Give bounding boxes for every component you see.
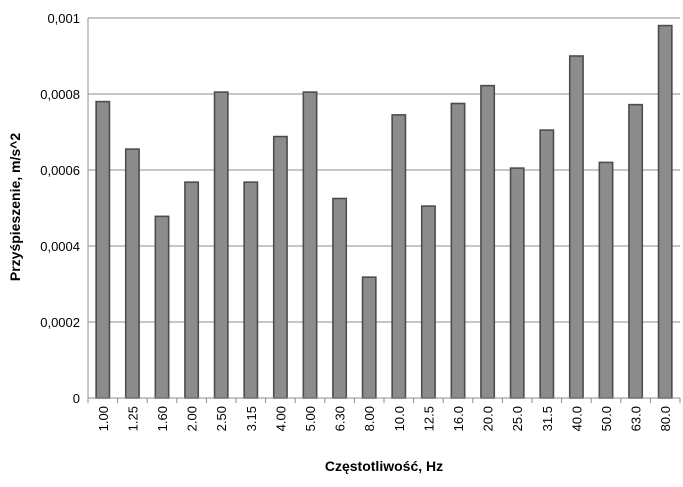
bar (598, 161, 614, 399)
y-tick-label: 0,0006 (40, 163, 80, 178)
x-tick-label: 2.00 (185, 406, 200, 431)
bar (480, 84, 496, 399)
bars (95, 24, 673, 399)
x-tick-label: 50.0 (599, 406, 614, 431)
x-tick-label: 20.0 (481, 406, 496, 431)
y-axis-title: Przyśpieszenie, m/s^2 (7, 133, 23, 281)
x-tick-label: 5.00 (303, 406, 318, 431)
bar (420, 205, 436, 399)
bar (332, 197, 348, 399)
bar (272, 135, 288, 399)
x-tick-label: 12.5 (421, 406, 436, 431)
x-axis-title: Częstotliwość, Hz (325, 458, 443, 474)
bar (391, 114, 407, 399)
bar (361, 276, 377, 399)
bar (657, 24, 673, 399)
bar (95, 100, 111, 399)
x-tick-label: 1.00 (96, 406, 111, 431)
x-tick-label: 4.00 (273, 406, 288, 431)
bar (509, 167, 525, 399)
x-tick-label: 8.00 (362, 406, 377, 431)
x-tick-label: 1.25 (125, 406, 140, 431)
x-tick-label: 80.0 (658, 406, 673, 431)
x-tick-label: 3.15 (244, 406, 259, 431)
bar (539, 129, 555, 399)
x-tick-label: 10.0 (392, 406, 407, 431)
y-tick-label: 0 (73, 391, 80, 406)
x-tick-label: 6.30 (333, 406, 348, 431)
x-tick-labels: 1.00 1.25 1.60 2.00 2.50 3.15 4.00 5.00 6.30 8.00… (96, 406, 673, 431)
x-tick-label: 16.0 (451, 406, 466, 431)
x-tick-label: 1.60 (155, 406, 170, 431)
bar (302, 91, 318, 399)
x-tick-label: 63.0 (629, 406, 644, 431)
gridlines (88, 17, 680, 323)
bar (213, 91, 229, 399)
x-tick-label: 2.50 (214, 406, 229, 431)
y-tick-label: 0,0004 (40, 239, 80, 254)
y-tick-labels: 0 0,0002 0,0004 0,0006 0,0008 0,001 (40, 11, 80, 406)
bar (450, 102, 466, 399)
bar (628, 103, 644, 399)
axes (87, 18, 681, 403)
y-tick-label: 0,0008 (40, 87, 80, 102)
x-tick-label: 25.0 (510, 406, 525, 431)
y-tick-label: 0,0002 (40, 315, 80, 330)
y-tick-label: 0,001 (47, 11, 80, 26)
bar (243, 181, 259, 399)
bar (154, 215, 170, 399)
bar (124, 148, 140, 399)
bar (184, 181, 200, 399)
bar (568, 55, 584, 399)
x-tick-label: 40.0 (569, 406, 584, 431)
x-tick-label: 31.5 (540, 406, 555, 431)
